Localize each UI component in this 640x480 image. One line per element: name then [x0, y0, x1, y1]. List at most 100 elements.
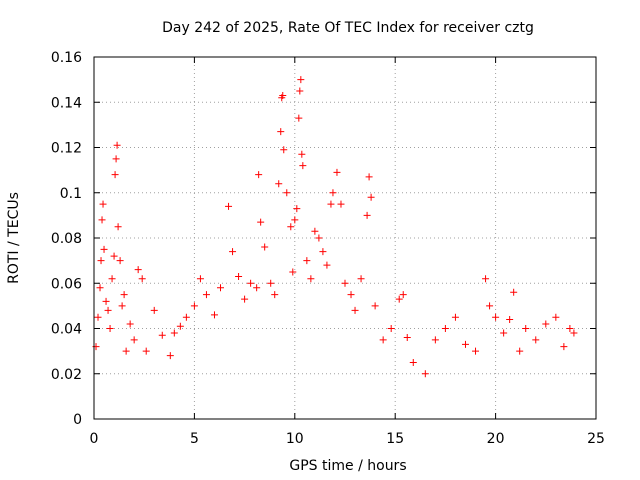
- data-point: [120, 291, 128, 299]
- y-tick-label: 0: [73, 412, 82, 428]
- data-point: [122, 347, 130, 355]
- data-point: [566, 325, 574, 332]
- data-point: [472, 347, 480, 355]
- data-point: [150, 306, 158, 314]
- data-point: [341, 279, 349, 287]
- data-point: [196, 275, 204, 283]
- data-point: [99, 200, 107, 208]
- data-point: [409, 358, 417, 366]
- y-tick-label: 0.14: [51, 95, 82, 111]
- data-point: [295, 114, 303, 122]
- data-point: [532, 336, 540, 344]
- data-point: [176, 322, 184, 330]
- data-point: [506, 315, 514, 323]
- y-tick-label: 0.02: [51, 367, 82, 383]
- data-point: [461, 340, 469, 348]
- data-point: [299, 162, 307, 170]
- data-point: [102, 297, 110, 305]
- data-point: [486, 302, 494, 310]
- data-point: [217, 284, 225, 292]
- data-point: [111, 171, 119, 179]
- data-point: [100, 245, 108, 253]
- data-point: [365, 173, 373, 181]
- x-tick-label: 25: [587, 431, 605, 447]
- data-point: [319, 248, 327, 256]
- data-point: [371, 302, 379, 310]
- data-point: [225, 202, 233, 210]
- axis-ticks: 0 5 10 15 20 25 0 0.02 0.04 0.06 0.08 0.1 0.12 0.14 0.…: [51, 50, 605, 447]
- data-point: [267, 279, 275, 287]
- data-point: [210, 311, 218, 319]
- data-point: [106, 325, 114, 332]
- data-point: [399, 291, 407, 299]
- data-point: [552, 313, 560, 321]
- data-point: [570, 329, 578, 337]
- data-point: [279, 91, 287, 99]
- data-point: [261, 243, 269, 251]
- data-point: [333, 168, 341, 176]
- data-point: [116, 257, 124, 265]
- data-point: [492, 313, 500, 321]
- data-point: [94, 313, 102, 321]
- y-tick-label: 0.06: [51, 276, 82, 292]
- data-point: [280, 146, 288, 154]
- data-point: [277, 128, 285, 136]
- data-point: [367, 193, 375, 201]
- data-point: [118, 302, 126, 310]
- data-point: [182, 313, 190, 321]
- data-point: [560, 343, 568, 351]
- x-tick-label: 20: [487, 431, 505, 447]
- data-point: [363, 211, 371, 219]
- data-point: [158, 331, 166, 339]
- data-point: [542, 320, 550, 328]
- data-point: [403, 334, 411, 342]
- data-point: [97, 257, 105, 265]
- data-point: [500, 329, 508, 337]
- chart-title: Day 242 of 2025, Rate Of TEC Index for r…: [162, 20, 534, 36]
- x-axis-label: GPS time / hours: [289, 458, 406, 474]
- data-point: [112, 155, 120, 163]
- data-point: [315, 234, 323, 242]
- data-point: [298, 150, 306, 158]
- data-point: [357, 275, 365, 283]
- data-point: [229, 248, 237, 256]
- data-point: [113, 141, 121, 149]
- data-point: [130, 336, 138, 344]
- data-point: [190, 302, 198, 310]
- data-point: [134, 266, 142, 274]
- data-point: [451, 313, 459, 321]
- data-point: [395, 295, 403, 303]
- x-tick-label: 0: [90, 431, 99, 447]
- data-point: [126, 320, 134, 328]
- data-point: [255, 171, 263, 179]
- data-point: [96, 284, 104, 292]
- y-tick-label: 0.12: [51, 141, 82, 157]
- data-point: [108, 275, 116, 283]
- data-point: [287, 223, 295, 231]
- data-point: [138, 275, 146, 283]
- x-tick-label: 10: [286, 431, 304, 447]
- data-point: [297, 76, 305, 84]
- data-point: [337, 200, 345, 208]
- data-point: [289, 268, 297, 276]
- data-points: [92, 76, 578, 378]
- data-point: [275, 180, 283, 188]
- data-point: [296, 87, 304, 95]
- data-point: [307, 275, 315, 283]
- data-point: [351, 306, 359, 314]
- data-point: [98, 216, 106, 224]
- data-point: [271, 291, 279, 299]
- data-point: [293, 205, 301, 213]
- y-tick-label: 0.1: [60, 186, 82, 202]
- data-point: [303, 257, 311, 265]
- data-point: [142, 347, 150, 355]
- data-point: [516, 347, 524, 355]
- data-point: [347, 291, 355, 299]
- y-tick-label: 0.08: [51, 231, 82, 247]
- data-point: [241, 295, 249, 303]
- data-point: [110, 252, 118, 260]
- data-point: [202, 291, 210, 299]
- plot-frame: [93, 56, 597, 420]
- data-point: [291, 216, 299, 224]
